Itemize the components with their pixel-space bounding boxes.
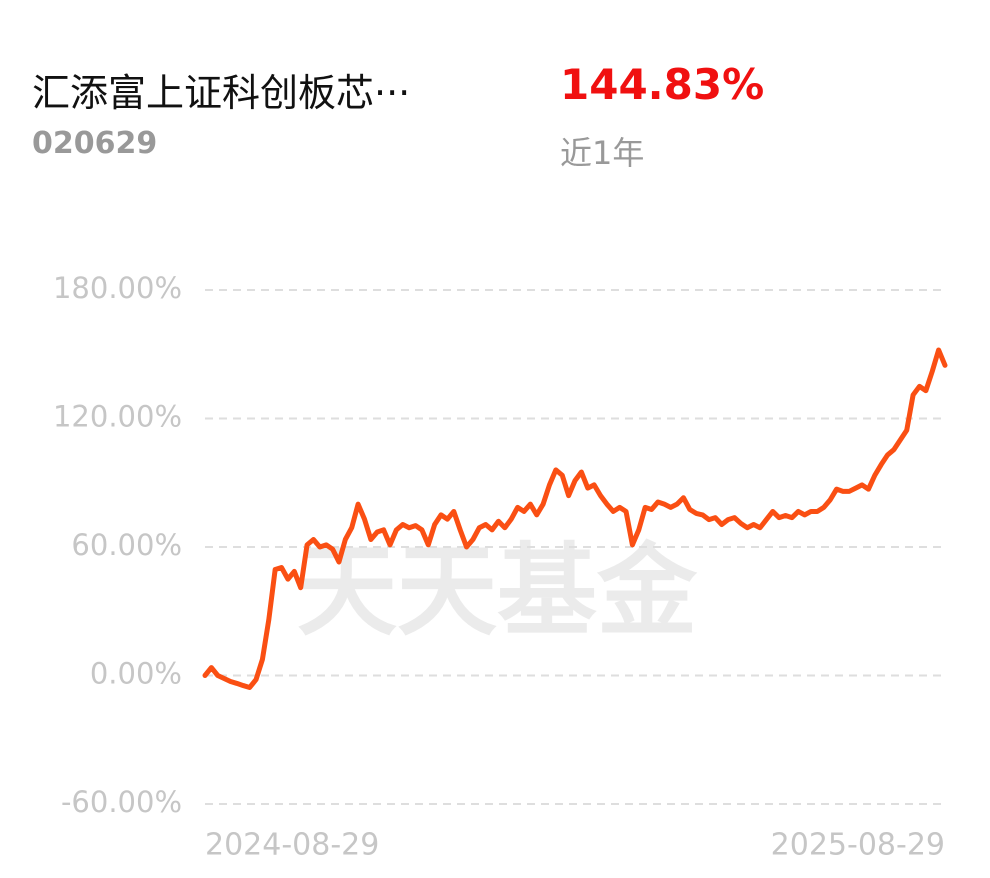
y-tick-label: 60.00% (71, 528, 182, 562)
x-tick-label: 2024-08-29 (205, 828, 379, 863)
y-tick-label: 0.00% (90, 657, 182, 691)
return-period: 近1年 (560, 134, 645, 172)
y-tick-label: 180.00% (53, 271, 182, 305)
x-tick-label: 2025-08-29 (771, 828, 945, 863)
y-tick-label: -60.00% (61, 785, 182, 819)
fund-return: 144.83% (560, 60, 765, 109)
series-line (202, 347, 948, 690)
y-tick-label: 120.00% (53, 400, 182, 434)
fund-title: 汇添富上证科创板芯··· (32, 71, 411, 115)
fund-code: 020629 (32, 126, 158, 161)
watermark: 天天基金 (297, 532, 698, 649)
